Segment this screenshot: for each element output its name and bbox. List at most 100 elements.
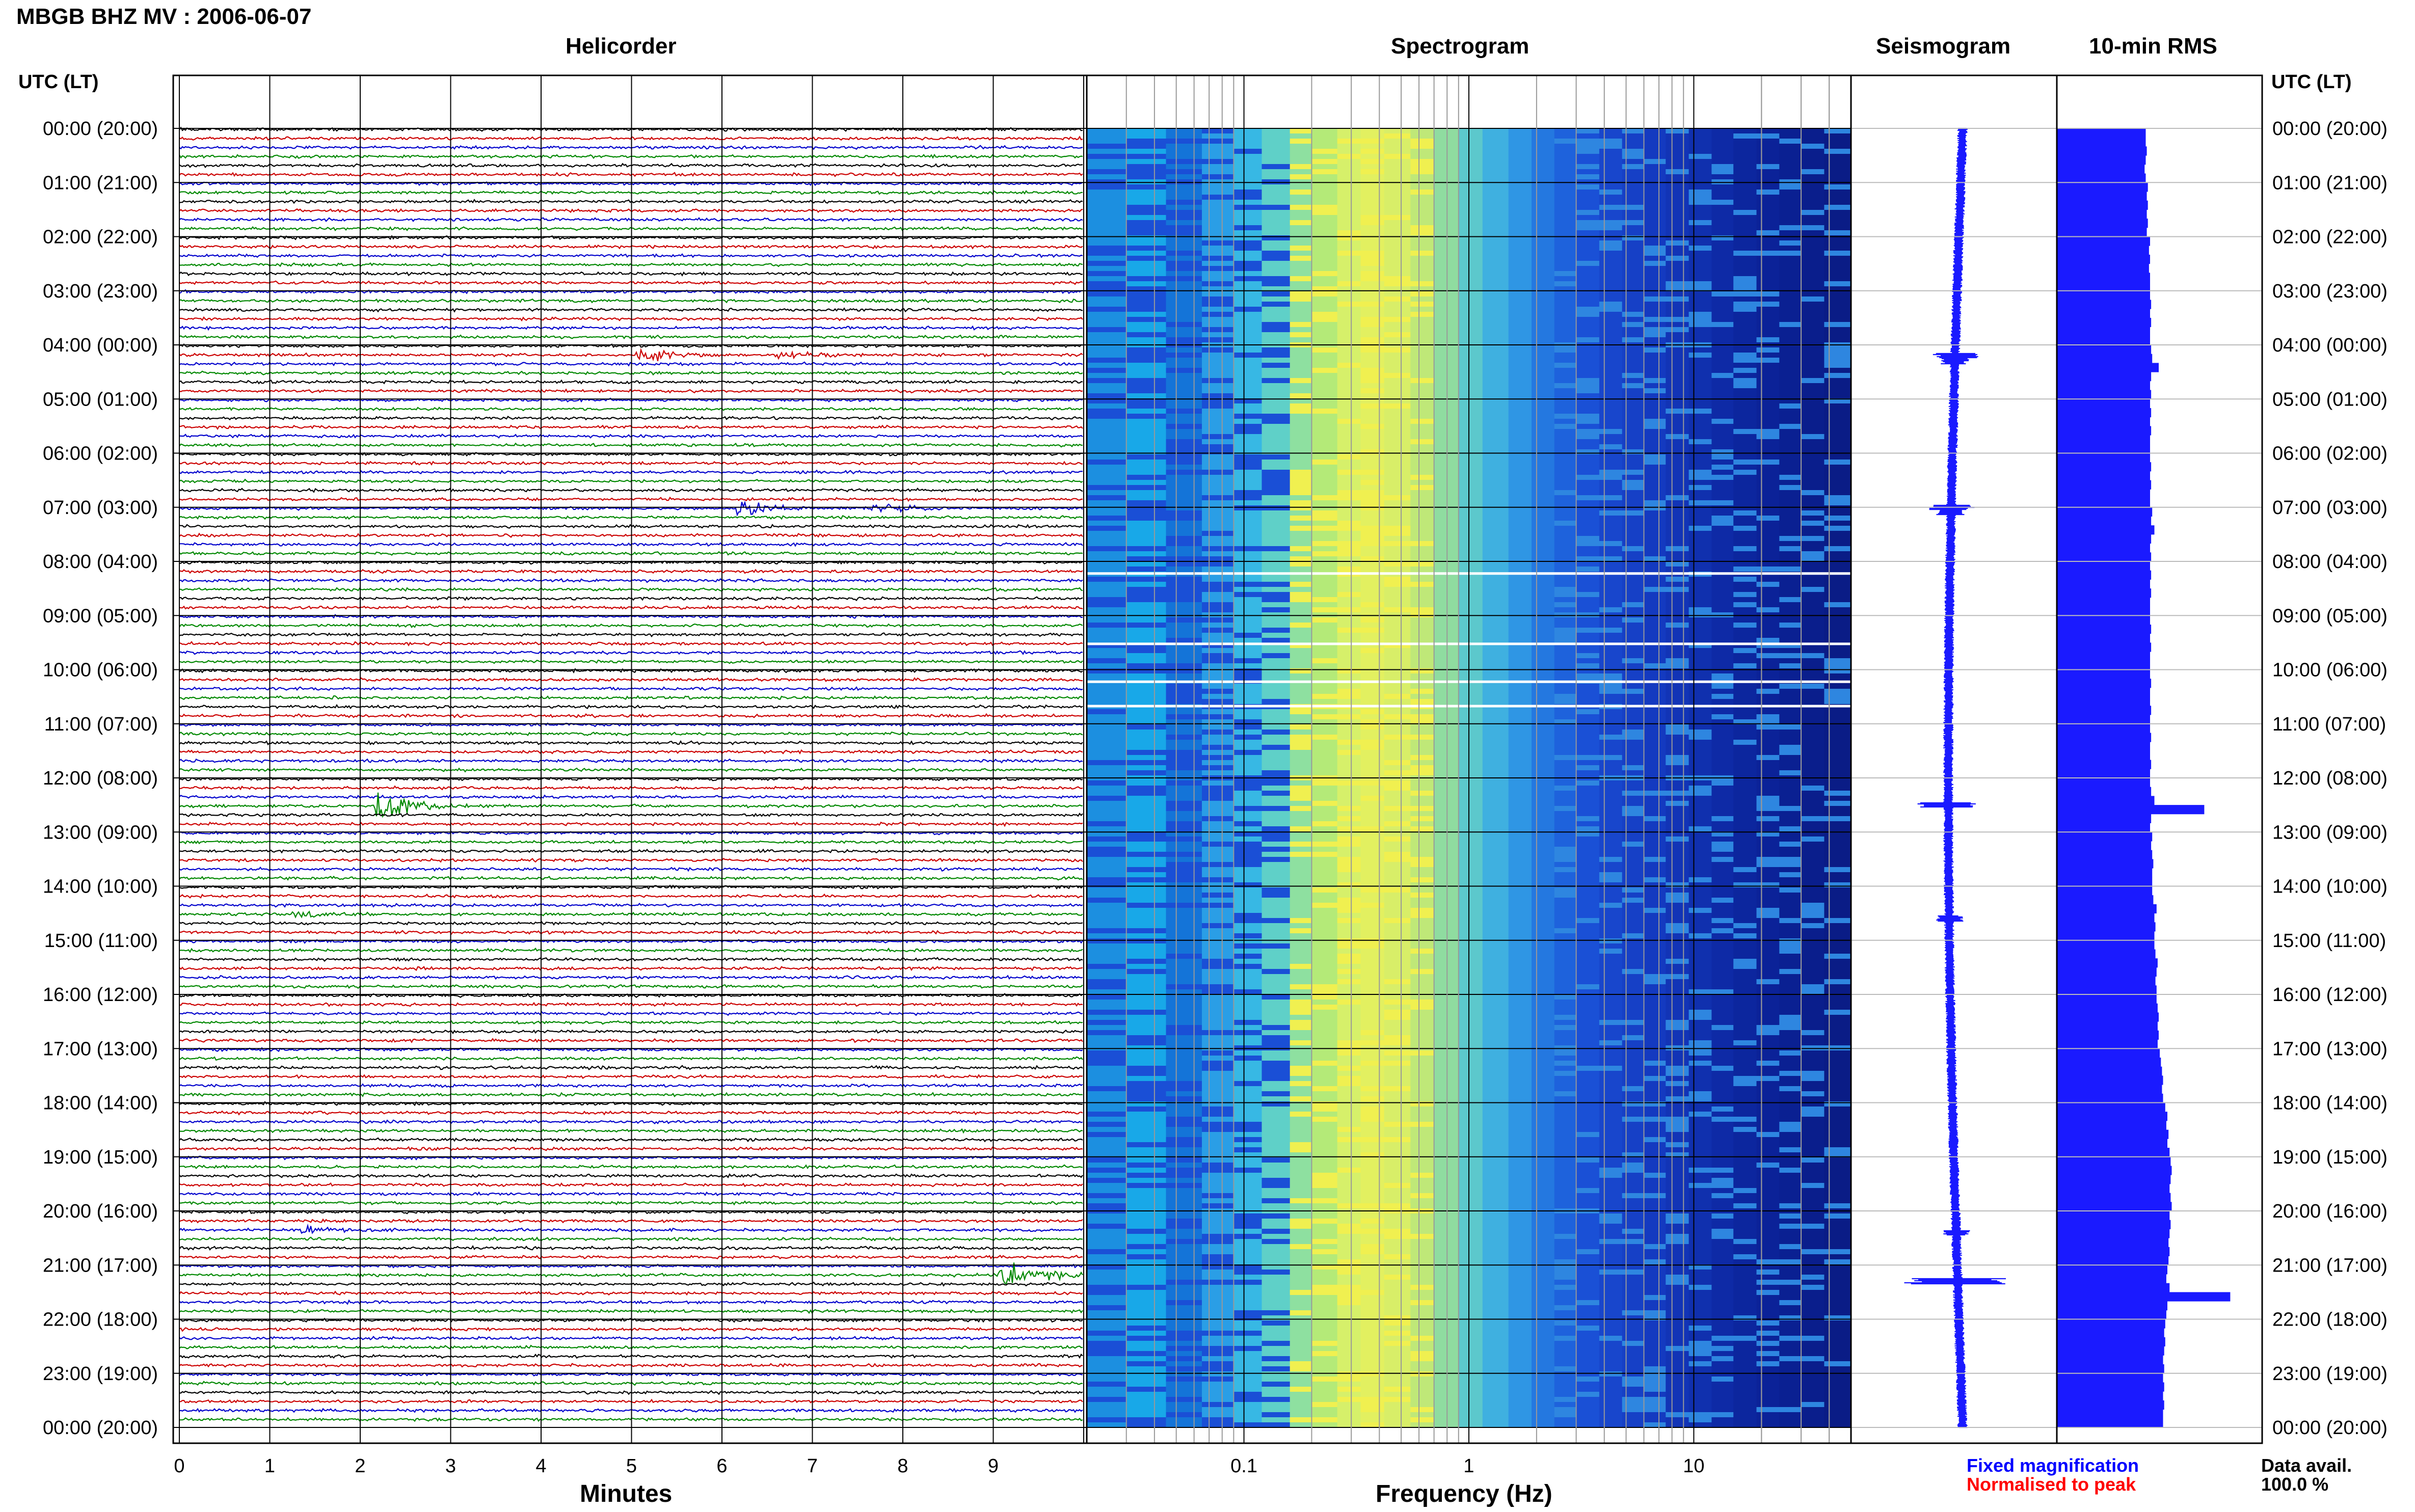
spectrogram-cell <box>1554 633 1577 638</box>
spectrogram-cell <box>1262 857 1291 862</box>
spectrogram-cell <box>1554 200 1577 205</box>
spectrogram-cell <box>1311 139 1338 144</box>
spectrogram-cell <box>1733 251 1757 256</box>
spectrogram-cell <box>1711 149 1734 154</box>
spectrogram-cell <box>1599 246 1623 251</box>
spectrogram-cell <box>1482 307 1509 312</box>
spectrogram-cell <box>1126 643 1166 648</box>
spectrogram-cell <box>1166 505 1202 510</box>
spectrogram-cell <box>1801 780 1824 786</box>
spectrogram-cell <box>1576 317 1600 322</box>
spectrogram-cell <box>1688 485 1712 490</box>
spectrogram-cell <box>1482 551 1509 556</box>
spectrogram-cell <box>1508 276 1532 281</box>
spectrogram-cell <box>1622 516 1645 521</box>
spectrogram-cell <box>1779 409 1802 414</box>
spectrogram-cell <box>1202 847 1234 852</box>
spectrogram-cell <box>1482 358 1509 363</box>
spectrogram-cell <box>1360 949 1385 954</box>
spectrogram-cell <box>1087 332 1127 337</box>
spectrogram-cell <box>1688 653 1712 658</box>
spectrogram-cell <box>1202 867 1234 872</box>
spectrogram-cell <box>1779 184 1802 190</box>
spectrogram-cell <box>1202 393 1234 398</box>
spectrogram-cell <box>1824 266 1852 271</box>
spectrogram-cell <box>1599 796 1623 801</box>
spectrogram-cell <box>1482 887 1509 893</box>
spectrogram-cell <box>1779 317 1802 322</box>
spectrogram-cell <box>1166 898 1202 903</box>
spectrogram-cell <box>1666 811 1689 816</box>
spectrogram-cell <box>1733 174 1757 179</box>
spectrogram-cell <box>1360 740 1385 745</box>
spectrogram-cell <box>1434 414 1459 419</box>
spectrogram-cell <box>1360 393 1385 398</box>
spectrogram-cell <box>1482 190 1509 195</box>
spectrogram-cell <box>1508 154 1532 159</box>
spectrogram-cell <box>1311 256 1338 261</box>
spectrogram-cell <box>1666 673 1689 679</box>
spectrogram-cell <box>1644 409 1666 414</box>
spectrogram-cell <box>1801 505 1824 510</box>
spectrogram-cell <box>1410 668 1435 673</box>
spectrogram-cell <box>1733 347 1757 353</box>
spectrogram-cell <box>1262 327 1291 332</box>
spectrogram-cell <box>1166 658 1202 663</box>
spectrogram-cell <box>1434 836 1459 842</box>
spectrogram-cell <box>1166 826 1202 831</box>
spectrogram-cell <box>1262 276 1291 281</box>
spectrogram-cell <box>1711 801 1734 806</box>
spectrogram-cell <box>1290 240 1312 246</box>
spectrogram-cell <box>1126 918 1166 923</box>
spectrogram-cell <box>1756 913 1780 918</box>
spectrogram-cell <box>1711 633 1734 638</box>
spectrogram-cell <box>1756 439 1780 444</box>
spectrogram-cell <box>1824 317 1852 322</box>
spectrogram-cell <box>1166 684 1202 689</box>
spectrogram-cell <box>1576 281 1600 286</box>
spectrogram-cell <box>1166 220 1202 225</box>
spectrogram-cell <box>1554 149 1577 154</box>
spectrogram-cell <box>1087 903 1127 908</box>
spectrogram-cell <box>1434 490 1459 495</box>
spectrogram-cell <box>1644 882 1666 887</box>
spectrogram-cell <box>1482 852 1509 857</box>
spectrogram-cell <box>1576 847 1600 852</box>
spectrogram-cell <box>1458 347 1483 353</box>
spectrogram-cell <box>1666 190 1689 195</box>
spectrogram-cell <box>1599 531 1623 536</box>
spectrogram-cell <box>1532 623 1555 628</box>
spectrogram-cell <box>1576 938 1600 943</box>
spectrogram-cell <box>1622 709 1645 714</box>
spectrogram-cell <box>1290 765 1312 770</box>
spectrogram-cell <box>1087 893 1127 898</box>
spectrogram-cell <box>1434 597 1459 602</box>
spectrogram-cell <box>1410 826 1435 831</box>
spectrogram-cell <box>1360 465 1385 470</box>
spectrogram-cell <box>1824 831 1852 836</box>
spectrogram-cell <box>1824 730 1852 735</box>
spectrogram-cell <box>1360 240 1385 246</box>
spectrogram-cell <box>1756 821 1780 826</box>
spectrogram-cell <box>1779 266 1802 271</box>
spectrogram-cell <box>1166 317 1202 322</box>
spectrogram-cell <box>1756 169 1780 174</box>
spectrogram-cell <box>1458 256 1483 261</box>
spectrogram-cell <box>1434 770 1459 775</box>
spectrogram-cell <box>1262 811 1291 816</box>
spectrogram-cell <box>1458 210 1483 215</box>
spectrogram-cell <box>1599 444 1623 449</box>
spectrogram-cell <box>1576 857 1600 862</box>
spectrogram-cell <box>1384 286 1411 291</box>
spectrogram-cell <box>1824 796 1852 801</box>
spectrogram-cell <box>1458 419 1483 424</box>
spectrogram-cell <box>1824 240 1852 246</box>
spectrogram-cell <box>1801 811 1824 816</box>
spectrogram-cell <box>1688 286 1712 291</box>
spectrogram-cell <box>1290 261 1312 266</box>
spectrogram-cell <box>1779 215 1802 220</box>
spectrogram-cell <box>1290 215 1312 220</box>
spectrogram-cell <box>1337 633 1361 638</box>
spectrogram-cell <box>1087 663 1127 668</box>
spectrogram-cell <box>1434 521 1459 526</box>
